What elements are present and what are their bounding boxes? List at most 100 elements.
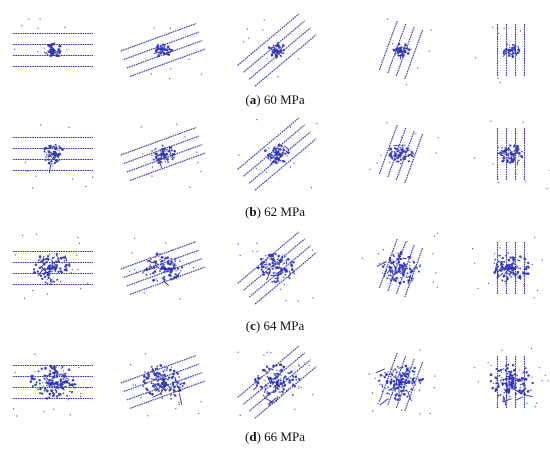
micro-crack-point [167, 260, 170, 262]
crack-segment [37, 269, 44, 277]
micro-crack-point [512, 52, 515, 55]
scatter-point [196, 151, 198, 153]
micro-crack-point [278, 46, 281, 49]
scatter-point [519, 30, 521, 32]
micro-crack-point [406, 272, 409, 275]
micro-crack-point [154, 149, 156, 151]
joint-line [378, 20, 398, 71]
micro-crack-point [265, 259, 268, 262]
crack-segment [376, 260, 387, 267]
scatter-point [14, 371, 16, 373]
scatter-point [50, 268, 52, 270]
micro-crack-point [391, 259, 393, 261]
joint-line [254, 252, 317, 305]
micro-crack-point [163, 45, 166, 48]
micro-crack-point [282, 387, 285, 391]
micro-crack-point [530, 389, 532, 391]
micro-crack-point [398, 263, 401, 266]
joint-line [378, 124, 398, 175]
micro-crack-point [392, 380, 396, 383]
micro-crack-point [381, 390, 384, 393]
scatter-point [87, 282, 89, 285]
scatter-point [32, 187, 34, 189]
micro-crack-point [257, 391, 260, 393]
crack-segment [375, 368, 385, 374]
micro-crack-point [517, 50, 519, 52]
micro-crack-point [276, 261, 278, 263]
crack-segment [525, 394, 533, 398]
micro-crack-point [393, 387, 397, 390]
crack-segment [53, 372, 56, 379]
scatter-point [538, 367, 540, 369]
micro-crack-point [266, 387, 269, 389]
micro-crack-point [174, 260, 177, 262]
scatter-point [14, 48, 16, 50]
crack-segment [46, 267, 52, 277]
scatter-point [132, 384, 134, 386]
micro-crack-point [288, 372, 291, 374]
crack-segment [514, 273, 519, 277]
crack-segment [516, 259, 521, 262]
micro-crack-point [280, 377, 282, 379]
micro-crack-point [510, 275, 512, 278]
micro-crack-point [50, 45, 53, 48]
micro-crack-point [508, 54, 511, 57]
crack-pattern-b3 [237, 117, 318, 191]
micro-crack-point [173, 150, 176, 153]
micro-crack-point [34, 383, 37, 386]
scatter-point [498, 255, 500, 257]
micro-crack-point [497, 385, 500, 388]
micro-crack-point [47, 258, 50, 261]
crack-segment [154, 152, 164, 158]
micro-crack-point [298, 385, 300, 387]
micro-crack-point [489, 373, 493, 377]
scatter-point [435, 272, 437, 274]
scatter-point [37, 51, 39, 53]
panel-b-2 [118, 112, 208, 196]
crack-segment [281, 377, 285, 388]
crack-segment [159, 160, 163, 169]
micro-crack-point [513, 156, 517, 159]
micro-crack-point [405, 389, 407, 392]
micro-crack-point [260, 269, 262, 271]
micro-crack-point [70, 391, 73, 394]
scatter-point [436, 286, 438, 288]
micro-crack-point [47, 158, 50, 160]
crack-pattern-c5 [472, 236, 543, 299]
micro-crack-point [394, 279, 397, 283]
scatter-point [37, 27, 39, 29]
scatter-point [498, 181, 500, 183]
scatter-point [515, 172, 517, 174]
micro-crack-point [264, 266, 267, 269]
micro-crack-point [516, 270, 520, 274]
micro-crack-point [61, 262, 63, 264]
micro-crack-point [276, 258, 278, 261]
micro-crack-point [265, 365, 269, 368]
micro-crack-point [46, 53, 49, 56]
micro-crack-point [49, 253, 51, 255]
micro-crack-point [52, 145, 55, 148]
micro-crack-point [58, 384, 60, 386]
micro-crack-point [166, 270, 170, 273]
scatter-point [198, 412, 200, 415]
scatter-point [499, 247, 501, 249]
micro-crack-point [275, 54, 278, 57]
crack-segment [275, 381, 278, 388]
crack-segment [57, 152, 60, 159]
scatter-point [371, 392, 374, 394]
micro-crack-point [289, 277, 291, 280]
micro-crack-point [268, 367, 271, 371]
micro-crack-point [45, 153, 48, 156]
micro-crack-point [256, 381, 260, 384]
crack-segment [397, 54, 405, 57]
micro-crack-point [272, 271, 275, 275]
micro-crack-point [506, 367, 509, 370]
micro-crack-point [507, 252, 510, 255]
scatter-point [172, 249, 174, 251]
micro-crack-point [267, 392, 271, 395]
micro-crack-point [164, 151, 166, 153]
micro-crack-point [45, 381, 48, 384]
micro-crack-point [511, 150, 513, 153]
micro-crack-point [298, 378, 301, 381]
micro-crack-point [419, 381, 421, 384]
